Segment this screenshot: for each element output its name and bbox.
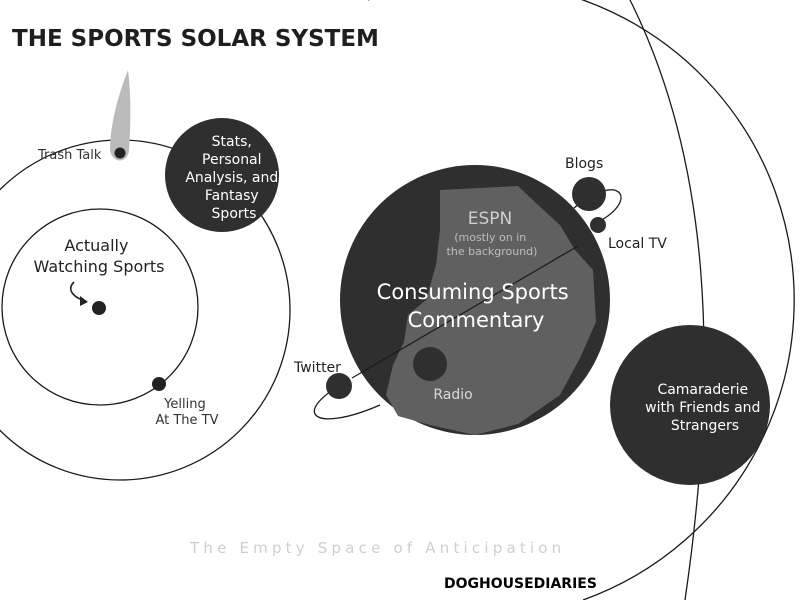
- central-line-2: Commentary: [408, 308, 545, 332]
- yelling-satellite: [152, 377, 166, 391]
- twitter-label: Twitter: [293, 360, 341, 376]
- yelling-line-2: At The TV: [155, 413, 218, 428]
- trash-talk-label: Trash Talk: [37, 148, 102, 163]
- stats-line-5: Sports: [212, 206, 257, 222]
- stats-planet-label: Stats, Personal Analysis, and Fantasy Sp…: [185, 134, 282, 222]
- stats-planet: [165, 118, 279, 232]
- camaraderie-line-1: Camaraderie: [657, 382, 748, 398]
- comet-tail: [110, 70, 131, 161]
- stats-line-4: Fantasy: [205, 188, 259, 204]
- radio-moon: [413, 347, 447, 381]
- espn-note-line-1: (mostly on in: [454, 231, 526, 244]
- comet-head: [114, 147, 126, 159]
- blogs-moon: [572, 177, 606, 211]
- watching-line-1: Actually: [64, 236, 128, 255]
- empty-space-label: The Empty Space of Anticipation: [189, 539, 565, 557]
- yelling-line-1: Yelling: [163, 397, 206, 412]
- moon-ring-front: [351, 245, 579, 379]
- arrow-head: [80, 296, 88, 306]
- radio-label: Radio: [433, 387, 472, 403]
- espn-note-line-2: the background): [447, 245, 538, 258]
- camaraderie-label: Camaraderie with Friends and Strangers: [645, 382, 765, 434]
- stats-line-3: Analysis, and: [185, 170, 278, 186]
- orbit-ring-watching: [1, 208, 199, 406]
- orbit-ring-outer-large: [629, 0, 705, 600]
- watching-line-2: Watching Sports: [34, 257, 165, 276]
- central-planet-label: Consuming Sports Commentary: [377, 280, 576, 332]
- orbit-ring-inner-large: [368, 0, 795, 600]
- diagram-title: THE SPORTS SOLAR SYSTEM: [12, 26, 379, 52]
- local-tv-moon: [590, 217, 606, 233]
- credit-label: DOGHOUSEDIARIES: [444, 576, 597, 592]
- stats-line-1: Stats,: [212, 134, 252, 150]
- camaraderie-line-3: Strangers: [671, 418, 739, 434]
- central-line-1: Consuming Sports: [377, 280, 569, 304]
- watching-sports-label: Actually Watching Sports: [34, 236, 165, 276]
- yelling-label: Yelling At The TV: [155, 397, 218, 428]
- camaraderie-line-2: with Friends and: [645, 400, 760, 416]
- espn-label: ESPN: [468, 209, 513, 229]
- blogs-label: Blogs: [565, 156, 603, 172]
- arrow-to-core: [70, 281, 87, 302]
- stats-line-2: Personal: [202, 152, 262, 168]
- local-tv-label: Local TV: [608, 236, 667, 252]
- camaraderie-planet: [610, 325, 770, 485]
- espn-note: (mostly on in the background): [447, 231, 538, 258]
- twitter-moon: [326, 373, 352, 399]
- moon-ring-back: [313, 386, 381, 420]
- watching-sports-core: [92, 301, 106, 315]
